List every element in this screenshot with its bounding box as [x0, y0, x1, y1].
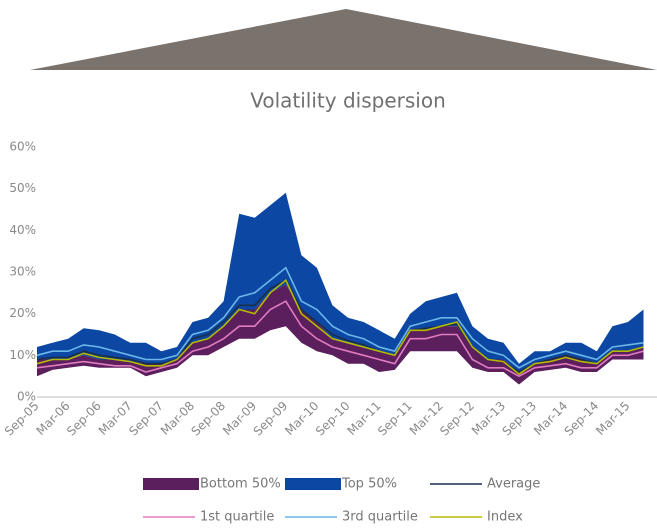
series-line	[36, 279, 644, 376]
y-tick-label: 10%	[9, 348, 36, 362]
legend-swatch	[285, 478, 341, 490]
y-tick-label: 30%	[9, 265, 36, 279]
legend-label: 1st quartile	[200, 510, 274, 525]
y-tick-label: 50%	[9, 181, 36, 195]
x-tick-label: Sep-05	[2, 399, 42, 439]
series-line	[36, 266, 644, 369]
chart-title: Volatility dispersion	[250, 89, 446, 113]
y-tick-label: 40%	[9, 223, 36, 237]
series-line	[36, 279, 644, 373]
legend-swatch	[143, 478, 199, 490]
x-tick-label: Sep-14	[562, 399, 602, 439]
x-tick-label: Sep-13	[499, 399, 539, 439]
y-tick-label: 20%	[9, 306, 36, 320]
y-tick-label: 60%	[9, 140, 36, 154]
header-banner	[30, 9, 657, 70]
legend-label: Top 50%	[341, 477, 397, 492]
legend-label: Average	[487, 477, 540, 492]
x-tick-label: Sep-12	[437, 399, 477, 439]
x-tick-label: Mar-15	[593, 399, 632, 438]
series-line	[36, 300, 644, 378]
y-tick-label: 0%	[17, 390, 36, 404]
x-tick-label: Sep-10	[313, 399, 353, 439]
legend-label: 3rd quartile	[342, 510, 418, 525]
x-tick-label: Sep-07	[126, 399, 166, 439]
legend-label: Bottom 50%	[200, 477, 281, 492]
x-tick-label: Sep-08	[188, 399, 228, 439]
x-tick-label: Sep-11	[375, 399, 415, 439]
legend-label: Index	[487, 510, 523, 525]
x-tick-label: Sep-09	[251, 399, 291, 439]
x-tick-label: Sep-06	[64, 399, 104, 439]
